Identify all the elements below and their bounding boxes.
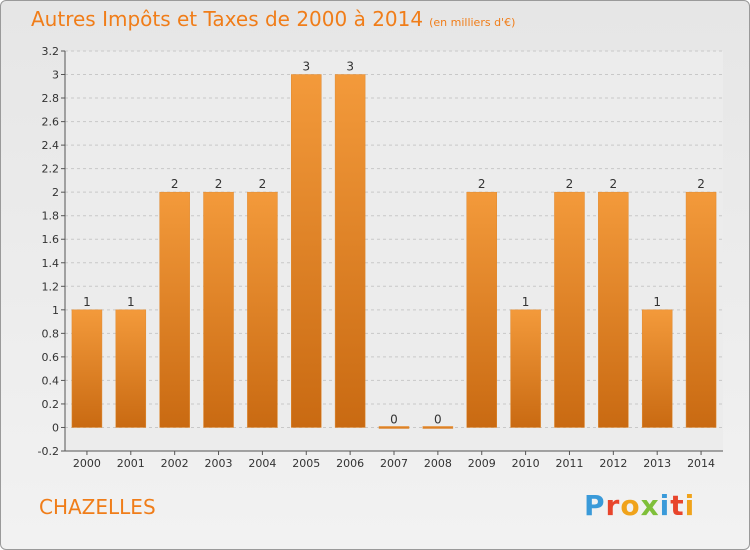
bar <box>554 191 585 428</box>
y-tick-label: 0.6 <box>42 351 60 364</box>
y-tick-label: 0 <box>52 421 59 434</box>
y-tick-label: -0.2 <box>38 445 59 458</box>
x-tick-label: 2000 <box>73 457 101 470</box>
y-tick-label: 1.4 <box>42 257 60 270</box>
chart-subtitle: (en milliers d'€) <box>429 16 516 29</box>
y-tick-label: 2.2 <box>42 163 60 176</box>
y-tick-label: 0.4 <box>42 374 60 387</box>
bar <box>247 191 278 428</box>
x-tick-label: 2004 <box>248 457 276 470</box>
x-tick-label: 2007 <box>380 457 408 470</box>
bar <box>115 309 147 428</box>
bar <box>510 309 541 428</box>
bar-value-label: 0 <box>390 412 398 426</box>
bar-value-label: 2 <box>215 177 223 191</box>
y-tick-label: 2 <box>52 186 59 199</box>
y-tick-label: 2.8 <box>42 92 60 105</box>
y-tick-label: 2.6 <box>42 116 60 129</box>
x-tick-label: 2014 <box>687 457 715 470</box>
bar-value-label: 2 <box>610 177 618 191</box>
bar-value-label: 2 <box>171 177 179 191</box>
bar <box>203 191 234 428</box>
y-tick-label: 2.4 <box>42 139 60 152</box>
y-tick-label: 3 <box>52 69 59 82</box>
y-tick-label: 0.2 <box>42 398 60 411</box>
bar-value-label: 3 <box>302 60 310 74</box>
bar-value-label: 0 <box>434 412 442 426</box>
bar <box>71 309 103 428</box>
y-tick-label: 1 <box>52 304 59 317</box>
y-tick-label: 1.2 <box>42 280 60 293</box>
x-tick-label: 2002 <box>161 457 189 470</box>
x-tick-label: 2005 <box>292 457 320 470</box>
y-tick-label: 1.6 <box>42 233 60 246</box>
bar <box>641 309 673 428</box>
bar-value-label: 2 <box>697 177 705 191</box>
x-tick-label: 2010 <box>512 457 540 470</box>
x-tick-label: 2009 <box>468 457 496 470</box>
bar <box>159 191 190 428</box>
bar-value-label: 2 <box>566 177 574 191</box>
x-tick-label: 2012 <box>599 457 627 470</box>
bar <box>685 191 717 428</box>
y-tick-label: 1.8 <box>42 210 60 223</box>
bar-value-label: 1 <box>522 295 530 309</box>
x-tick-label: 2011 <box>555 457 583 470</box>
bar-value-label: 1 <box>653 295 661 309</box>
bar-value-label: 2 <box>478 177 486 191</box>
bar <box>422 426 454 429</box>
bar <box>598 191 629 428</box>
x-tick-label: 2013 <box>643 457 671 470</box>
y-tick-label: 3.2 <box>42 45 60 58</box>
bar-value-label: 2 <box>259 177 267 191</box>
x-tick-label: 2003 <box>205 457 233 470</box>
bar-value-label: 1 <box>83 295 91 309</box>
x-tick-label: 2006 <box>336 457 364 470</box>
city-name: CHAZELLES <box>39 495 156 519</box>
proxiti-logo: Proxiti <box>584 489 696 522</box>
chart-title: Autres Impôts et Taxes de 2000 à 2014 (en… <box>31 7 515 31</box>
bar <box>291 74 322 428</box>
x-tick-label: 2001 <box>117 457 145 470</box>
chart-title-text: Autres Impôts et Taxes de 2000 à 2014 <box>31 7 424 31</box>
y-tick-label: 0.8 <box>42 327 60 340</box>
bar <box>466 191 497 428</box>
bar-value-label: 3 <box>346 60 354 74</box>
bar <box>334 74 366 428</box>
x-tick-label: 2008 <box>424 457 452 470</box>
bar <box>378 426 410 429</box>
bar-value-label: 1 <box>127 295 135 309</box>
